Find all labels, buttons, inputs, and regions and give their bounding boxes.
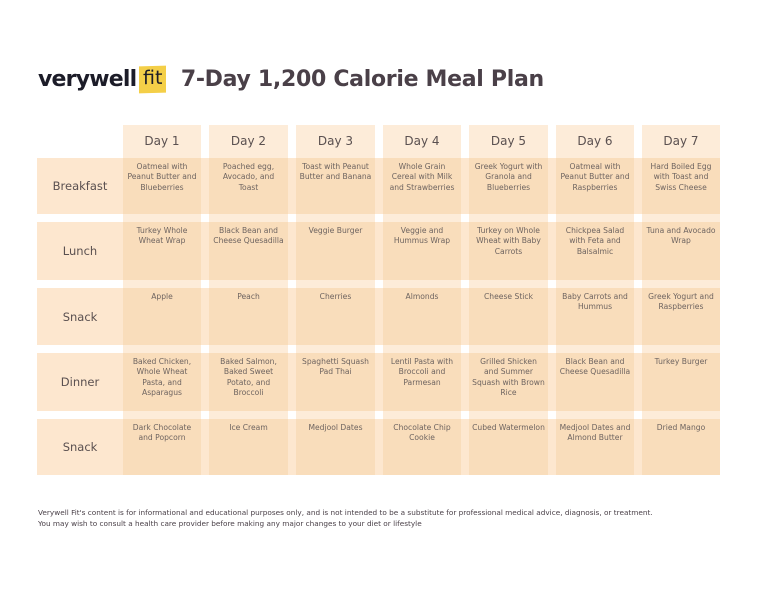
meal-cell: Grilled Shicken and Summer Squash with B… xyxy=(469,353,548,411)
meal-label: Dinner xyxy=(60,375,100,389)
meal-cell: Turkey Burger xyxy=(642,353,720,411)
meal-label: Breakfast xyxy=(52,179,108,193)
meal-cell: Poached egg, Avocado, and Toast xyxy=(209,158,288,214)
meal-cell: Dark Chocolate and Popcorn xyxy=(123,419,201,475)
meal-label: Snack xyxy=(62,440,98,454)
meal-cell: Toast with Peanut Butter and Banana xyxy=(296,158,375,214)
meal-cell: Turkey on Whole Wheat with Baby Carrots xyxy=(469,222,548,280)
page-header: verywell fit 7-Day 1,200 Calorie Meal Pl… xyxy=(38,62,544,96)
meal-cell: Tuna and Avocado Wrap xyxy=(642,222,720,280)
meal-cell: Baked Chicken, Whole Wheat Pasta, and As… xyxy=(123,353,201,411)
meal-label: Snack xyxy=(62,309,98,324)
meal-cell: Peach xyxy=(209,288,288,345)
logo-wordmark: verywell xyxy=(38,66,137,92)
meal-cell: Apple xyxy=(123,288,201,345)
meal-cell: Oatmeal with Peanut Butter and Raspberri… xyxy=(556,158,634,214)
day-header: Day 4 xyxy=(404,134,440,148)
meal-cell: Greek Yogurt and Raspberries xyxy=(642,288,720,345)
meal-label: Lunch xyxy=(62,244,98,258)
day-header: Day 2 xyxy=(230,134,267,148)
meal-cell: Baby Carrots and Hummus xyxy=(556,288,634,345)
day-header: Day 5 xyxy=(490,134,527,148)
day-header: Day 3 xyxy=(317,134,354,148)
meal-cell: Spaghetti Squash Pad Thai xyxy=(296,353,375,411)
meal-cell: Almonds xyxy=(383,288,461,345)
meal-cell: Black Bean and Cheese Quesadilla xyxy=(209,222,288,280)
meal-cell: Turkey Whole Wheat Wrap xyxy=(123,222,201,280)
meal-cell: Greek Yogurt with Granola and Blueberrie… xyxy=(469,158,548,214)
meal-cell: Whole Grain Cereal with Milk and Strawbe… xyxy=(383,158,461,214)
disclaimer: Verywell Fit's content is for informatio… xyxy=(38,507,653,529)
meal-cell: Cubed Watermelon xyxy=(469,419,548,475)
meal-cell: Dried Mango xyxy=(642,419,720,475)
day-header: Day 7 xyxy=(663,134,699,148)
meal-cell: Medjool Dates xyxy=(296,419,375,475)
meal-cell: Baked Salmon, Baked Sweet Potato, and Br… xyxy=(209,353,288,411)
meal-cell: Cheese Stick xyxy=(469,288,548,345)
meal-cell: Cherries xyxy=(296,288,375,345)
day-header: Day 6 xyxy=(577,134,613,148)
meal-cell: Veggie Burger xyxy=(296,222,375,280)
disclaimer-line-2: You may wish to consult a health care pr… xyxy=(38,519,422,528)
meal-cell: Oatmeal with Peanut Butter and Blueberri… xyxy=(123,158,201,214)
meal-cell: Lentil Pasta with Broccoli and Parmesan xyxy=(383,353,461,411)
disclaimer-line-1: Verywell Fit's content is for informatio… xyxy=(38,508,653,517)
meal-cell: Ice Cream xyxy=(209,419,288,475)
meal-cell: Veggie and Hummus Wrap xyxy=(383,222,461,280)
page-title: 7-Day 1,200 Calorie Meal Plan xyxy=(180,66,544,92)
meal-cell: Medjool Dates and Almond Butter xyxy=(556,419,634,475)
meal-cell: Chickpea Salad with Feta and Balsalmic xyxy=(556,222,634,280)
meal-cell: Chocolate Chip Cookie xyxy=(383,419,461,475)
verywell-fit-logo: verywell fit xyxy=(38,65,167,93)
meal-cell: Hard Boiled Egg with Toast and Swiss Che… xyxy=(642,158,720,214)
meal-cell: Black Bean and Cheese Quesadilla xyxy=(556,353,634,411)
day-header: Day 1 xyxy=(144,134,180,148)
